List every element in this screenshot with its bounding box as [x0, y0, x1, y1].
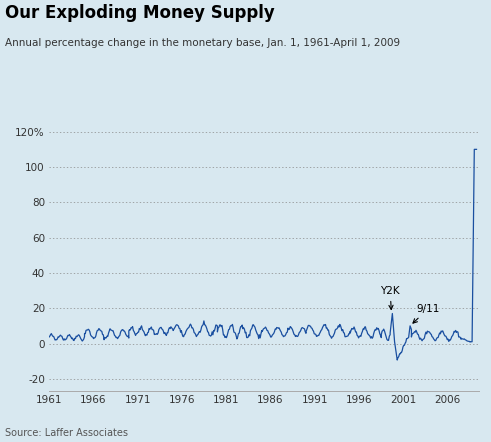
Text: Our Exploding Money Supply: Our Exploding Money Supply [5, 4, 274, 23]
Text: Annual percentage change in the monetary base, Jan. 1, 1961-April 1, 2009: Annual percentage change in the monetary… [5, 38, 400, 48]
Text: 9/11: 9/11 [413, 304, 440, 323]
Text: Y2K: Y2K [381, 286, 400, 309]
Text: Source: Laffer Associates: Source: Laffer Associates [5, 427, 128, 438]
